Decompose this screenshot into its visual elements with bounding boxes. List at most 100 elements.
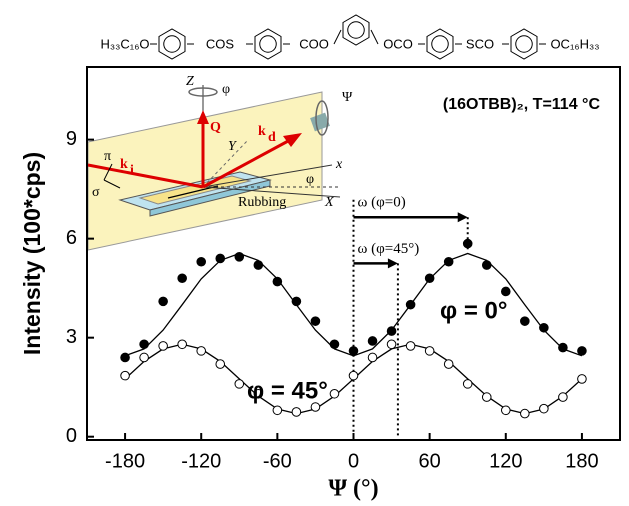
data-point [310,402,321,412]
data-point [234,379,245,389]
benzene-ring [426,28,454,60]
inset-label: i [130,163,134,178]
data-point [386,339,397,350]
data-point [158,341,168,351]
formula-text: OC₁₆H₃₃ [550,36,599,51]
inset-label: Rubbing [238,195,286,210]
benzene-ring [342,14,370,46]
formula-text: SCO [466,36,494,51]
x-axis-label: Ψ (°) [328,476,378,502]
benzene-ring [510,28,538,60]
data-point [291,296,302,307]
arrow-head [387,258,398,269]
data-point [539,403,549,414]
data-point [120,352,130,363]
data-point [558,392,568,402]
benzene-ring [254,28,282,60]
data-point [234,252,245,262]
data-point [500,405,511,416]
data-point [120,370,130,381]
data-point [272,276,283,287]
data-point [139,339,149,350]
benzene-ring [158,28,186,60]
arrow-head [457,212,468,223]
data-point [386,326,397,336]
inset-label: Z [186,74,194,89]
data-point [367,352,378,363]
data-point [481,260,492,270]
x-tick-label: -60 [263,450,292,472]
data-point [215,359,226,369]
data-point [520,408,530,419]
data-point [424,346,435,356]
data-point [462,379,473,389]
y-tick-label: 9 [66,128,77,150]
x-tick-label: 180 [565,450,598,472]
data-point [253,260,264,270]
omega-label: ω (φ=45°) [358,241,420,257]
data-point [405,341,416,351]
x-tick-label: 60 [419,450,441,472]
data-point [329,388,340,399]
data-point [329,339,340,350]
y-tick-label: 3 [66,326,77,348]
data-point [367,336,378,346]
data-point [196,346,207,356]
benzene-ring-inner [515,35,533,53]
plot-frame [86,66,621,441]
data-point [348,370,359,381]
inset-label: k [258,124,266,139]
y-tick-label: 6 [66,227,77,249]
y-axis-label: Intensity (100*cps) [19,152,45,355]
data-point [177,273,187,284]
benzene-ring-inner [347,21,365,39]
data-point [462,238,473,249]
x-tick-label: 120 [489,450,522,472]
series-label: φ = 0° [440,297,507,324]
data-point [443,359,454,369]
data-point [139,352,149,363]
data-point [577,346,587,356]
benzene-ring-inner [259,35,277,53]
formula-text: COO [299,36,329,51]
data-point [577,374,587,384]
data-point [196,256,207,267]
inset-label: Q [210,120,221,135]
x-tick-label: -120 [181,450,221,472]
y-tick-label: 0 [66,425,77,447]
x-tick-label: -180 [105,450,145,472]
series-label: φ = 45° [247,377,328,404]
data-point [443,256,454,267]
inset-label: φ [306,172,314,187]
data-point [291,407,302,417]
inset-label: φ [222,82,230,97]
formula-text: COS [206,36,235,51]
data-point [348,346,359,356]
x-tick-label: 0 [348,450,359,472]
data-point [310,316,321,326]
inset-label: d [268,130,276,145]
data-point [539,322,549,333]
bond [370,29,379,45]
inset-label: X [324,195,334,210]
data-point [272,405,283,416]
formula-text: OCO [383,36,413,51]
bond [333,29,342,45]
data-point [253,388,264,399]
data-point [520,316,530,326]
fit-line [124,252,583,357]
formula-rings [150,14,546,60]
inset-label: k [120,157,128,172]
benzene-ring-inner [431,35,449,53]
data-point [215,253,226,264]
inset-label: Ψ [342,90,353,105]
data-point [424,273,435,284]
data-point [558,342,568,353]
formula-text: H₃₃C₁₆O [100,36,149,51]
data-point [405,299,416,310]
inset-label: Y [228,139,238,154]
benzene-ring-inner [163,35,181,53]
data-point [481,392,492,402]
data-point [158,296,168,307]
